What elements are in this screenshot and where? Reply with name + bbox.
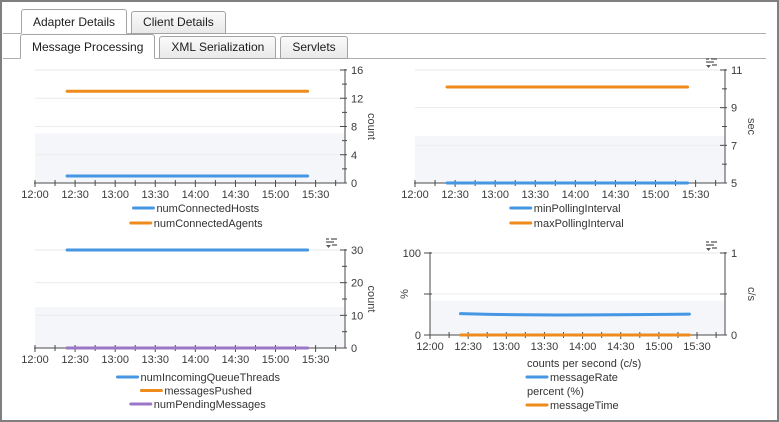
x-tick-label: 13:30 — [141, 189, 169, 201]
x-tick-label: 12:00 — [21, 354, 49, 366]
x-tick-label: 12:00 — [416, 341, 444, 353]
tab-xml-serialization[interactable]: XML Serialization — [159, 36, 277, 59]
chart-message-rate: 12:00 12:30 13:00 13:30 14:00 14:30 15:00 15:30… — [399, 238, 757, 412]
chart-polling-interval: 12:00 12:30 13:00 13:30 14:00 14:30 15:00 15:30… — [401, 55, 757, 230]
x-tick-label: 15:00 — [645, 341, 673, 353]
legend-item-messagesPushed[interactable]: messagesPushed — [139, 386, 252, 398]
x-tick-label: 13:00 — [481, 189, 509, 201]
legend-label: minPollingInterval — [534, 203, 621, 215]
legend-label: numConnectedHosts — [156, 203, 259, 215]
chart-connected-counts: 12:00 12:30 13:00 13:30 14:00 14:30 15:00 15:30… — [21, 65, 377, 230]
tab-client-details[interactable]: Client Details — [131, 11, 226, 34]
legend-label: messageTime — [550, 400, 619, 412]
primary-tab-bar: Adapter Details Client Details — [3, 8, 766, 34]
plot-band — [415, 135, 725, 183]
x-tick-label: 14:00 — [569, 341, 597, 353]
x-tick-label: 15:30 — [682, 189, 710, 201]
x-tick-label: 14:30 — [602, 189, 630, 201]
y-tick-label: 0 — [351, 343, 357, 355]
y-tick-label: 12 — [351, 93, 363, 105]
y-tick-label: 20 — [351, 278, 363, 290]
y-tick-label: 0 — [415, 330, 421, 342]
x-tick-label: 13:30 — [141, 354, 169, 366]
x-tick-label: 14:30 — [222, 354, 250, 366]
x-tick-label: 12:00 — [21, 189, 49, 201]
y-tick-label: 30 — [351, 245, 363, 257]
x-tick-label: 14:00 — [182, 189, 210, 201]
x-tick-label: 13:00 — [493, 341, 521, 353]
y-axis-title: count — [365, 113, 377, 140]
legend-item-maxPollingInterval[interactable]: maxPollingInterval — [509, 218, 624, 230]
x-tick-label: 14:00 — [182, 354, 210, 366]
legend-label: maxPollingInterval — [534, 218, 624, 230]
y-tick-label: 10 — [351, 310, 363, 322]
legend-label: numIncomingQueueThreads — [141, 372, 281, 384]
legend-item-numConnectedHosts[interactable]: numConnectedHosts — [131, 203, 260, 215]
legend-group-header: counts per second (c/s) — [527, 358, 641, 370]
x-tick-label: 12:00 — [401, 189, 429, 201]
legend-item-numPendingMessages[interactable]: numPendingMessages — [129, 399, 266, 411]
chart-menu-icon[interactable] — [703, 238, 720, 254]
x-tick-label: 14:00 — [562, 189, 590, 201]
plot-band — [35, 133, 345, 183]
secondary-tab-bar: Message Processing XML Serialization Servl… — [3, 34, 766, 59]
y-tick-label: 100 — [403, 248, 421, 260]
legend-label: messagesPushed — [164, 386, 251, 398]
legend-group-header: percent (%) — [527, 386, 584, 398]
chart-menu-icon[interactable] — [323, 235, 340, 251]
y-axis-title: count — [365, 286, 377, 313]
x-tick-label: 13:30 — [531, 341, 559, 353]
y-tick-label: 8 — [351, 122, 357, 134]
legend-label: numConnectedAgents — [154, 218, 263, 230]
x-tick-label: 14:30 — [222, 189, 250, 201]
x-tick-label: 15:00 — [262, 189, 290, 201]
legend-item-messageRate[interactable]: messageRate — [525, 372, 618, 384]
x-tick-label: 13:30 — [521, 189, 549, 201]
y-tick-label: 4 — [351, 150, 357, 162]
y-tick-label: 1 — [731, 248, 737, 260]
x-tick-label: 14:30 — [607, 341, 635, 353]
x-tick-label: 13:00 — [101, 354, 129, 366]
x-tick-label: 12:30 — [441, 189, 469, 201]
y-tick-label: 9 — [731, 103, 737, 115]
y-axis-title: % — [399, 289, 411, 299]
tab-message-processing[interactable]: Message Processing — [20, 34, 156, 59]
legend-label: numPendingMessages — [154, 399, 266, 411]
plot-band — [430, 300, 725, 335]
y-tick-label: 0 — [731, 330, 737, 342]
x-tick-label: 15:00 — [262, 354, 290, 366]
y-tick-label: 0 — [351, 178, 357, 190]
legend-item-messageTime[interactable]: messageTime — [525, 400, 619, 412]
legend-item-numConnectedAgents[interactable]: numConnectedAgents — [129, 218, 263, 230]
tab-servlets[interactable]: Servlets — [280, 36, 348, 59]
plot-band — [35, 307, 345, 348]
x-tick-label: 15:30 — [683, 341, 711, 353]
legend-item-numIncomingQueueThreads[interactable]: numIncomingQueueThreads — [116, 372, 281, 384]
y-tick-label: 5 — [731, 178, 737, 190]
x-tick-label: 13:00 — [101, 189, 129, 201]
x-tick-label: 12:30 — [61, 189, 89, 201]
y-tick-label: 16 — [351, 65, 363, 77]
tab-adapter-details[interactable]: Adapter Details — [21, 9, 128, 34]
series-line-messageRate — [459, 312, 691, 317]
x-tick-label: 15:30 — [302, 189, 330, 201]
y-tick-label: 11 — [731, 65, 742, 77]
x-tick-label: 12:30 — [61, 354, 89, 366]
y-tick-label: 7 — [731, 140, 737, 152]
x-tick-label: 15:30 — [302, 354, 330, 366]
chart-menu-icon[interactable] — [703, 55, 720, 71]
x-tick-label: 12:30 — [454, 341, 482, 353]
legend-item-minPollingInterval[interactable]: minPollingInterval — [509, 203, 621, 215]
legend-label: messageRate — [550, 372, 618, 384]
y-axis-title: c/s — [745, 287, 757, 302]
chart-queue-threads: 12:00 12:30 13:00 13:30 14:00 14:30 15:00 15:30… — [21, 235, 377, 411]
y-axis-title: sec — [745, 118, 757, 136]
x-tick-label: 15:00 — [642, 189, 670, 201]
